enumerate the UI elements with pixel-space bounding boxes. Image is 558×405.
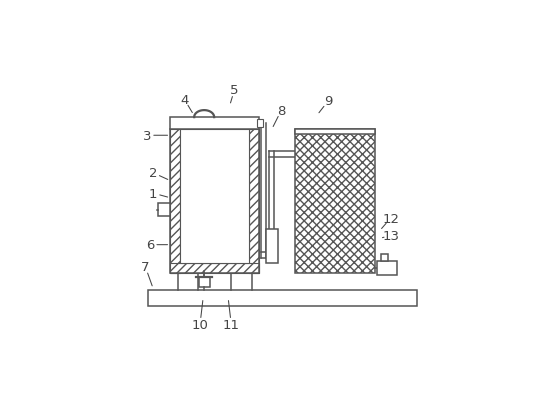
Text: 5: 5 — [230, 84, 239, 97]
Bar — [381, 254, 388, 261]
Bar — [180, 130, 249, 263]
Bar — [170, 118, 259, 130]
Text: 10: 10 — [191, 318, 209, 331]
Text: 3: 3 — [143, 130, 151, 143]
Bar — [257, 120, 262, 127]
Bar — [170, 263, 259, 273]
Bar — [295, 130, 375, 135]
Bar — [170, 130, 180, 273]
Bar — [377, 261, 397, 276]
Text: 6: 6 — [146, 239, 154, 252]
Bar — [170, 130, 259, 273]
Bar — [148, 290, 417, 306]
Text: 2: 2 — [149, 167, 157, 180]
Text: 8: 8 — [277, 104, 286, 117]
Bar — [158, 203, 170, 217]
Text: 13: 13 — [382, 229, 399, 242]
Text: 4: 4 — [180, 94, 189, 107]
Bar — [249, 130, 259, 273]
Bar — [295, 130, 375, 273]
Text: 9: 9 — [324, 95, 333, 108]
Bar — [266, 229, 278, 264]
Text: 7: 7 — [141, 260, 150, 273]
Text: 11: 11 — [223, 318, 240, 331]
Text: 12: 12 — [382, 212, 399, 225]
Text: 1: 1 — [149, 187, 157, 200]
Bar — [199, 278, 210, 288]
